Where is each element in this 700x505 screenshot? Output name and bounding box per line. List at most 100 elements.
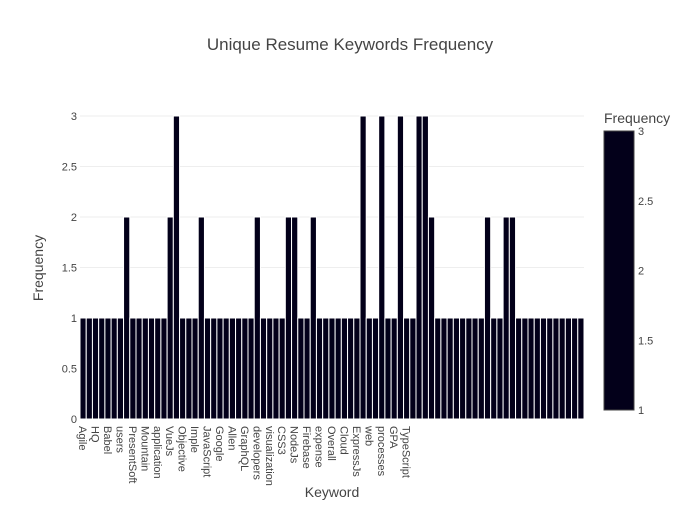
y-tick-label: 0 <box>71 414 77 426</box>
bar <box>396 115 405 420</box>
bar <box>515 317 523 420</box>
x-tick-label: application <box>151 426 163 479</box>
colorbar-tick-label: 1.5 <box>638 335 653 347</box>
x-tick-label: visualization <box>263 426 275 486</box>
bar <box>353 317 361 420</box>
bar <box>340 317 349 420</box>
bar <box>284 216 293 420</box>
bar <box>546 317 554 420</box>
y-tick-label: 2.5 <box>62 162 77 174</box>
bar <box>371 317 380 420</box>
bar <box>235 317 243 420</box>
bar <box>309 216 317 420</box>
y-tick-label: 1.5 <box>62 263 77 275</box>
bar <box>403 317 411 420</box>
bar <box>465 317 473 420</box>
x-tick-label: processes <box>375 426 387 477</box>
bar <box>98 317 106 420</box>
x-tick-label: Mountain <box>138 426 150 471</box>
bar <box>116 317 125 420</box>
bar <box>334 317 342 420</box>
bar <box>104 317 112 420</box>
bar <box>179 317 187 420</box>
bar <box>297 317 305 420</box>
bar <box>147 317 156 420</box>
bar <box>415 115 423 420</box>
bar <box>490 317 498 420</box>
bar <box>154 317 162 420</box>
bar <box>496 317 504 420</box>
bar <box>91 317 100 420</box>
bar <box>322 317 330 420</box>
y-tick-label: 1 <box>71 313 77 325</box>
bar <box>508 216 517 420</box>
x-tick-label: expense <box>313 426 325 468</box>
bar <box>577 317 585 420</box>
bar <box>378 115 386 420</box>
y-tick-label: 2 <box>71 212 77 224</box>
y-axis-ticks: 0 0.5 1 1.5 2 2.5 3 <box>62 111 77 426</box>
bar <box>365 317 373 420</box>
colorbar: Frequency 1 1.5 2 2.5 3 <box>603 110 670 417</box>
bar <box>527 317 535 420</box>
bar <box>384 317 392 420</box>
bar <box>427 216 436 420</box>
x-tick-label: developers <box>250 426 262 480</box>
colorbar-tick-label: 2 <box>638 266 644 278</box>
x-tick-label: CSS3 <box>275 426 287 455</box>
bar <box>564 317 573 420</box>
bar <box>160 317 168 420</box>
x-tick-label: Imple <box>188 426 200 453</box>
bar <box>216 317 224 420</box>
chart-title: Unique Resume Keywords Frequency <box>207 35 494 54</box>
bar <box>471 317 479 420</box>
x-tick-label: VueJs <box>163 426 175 457</box>
bar <box>539 317 548 420</box>
bar <box>452 317 461 420</box>
bars <box>79 115 585 420</box>
x-tick-label: TypeScript <box>400 426 412 478</box>
bar <box>477 317 485 420</box>
x-tick-label: Objective <box>176 426 188 472</box>
x-tick-label: web <box>362 425 374 446</box>
x-tick-label: Agile <box>76 426 88 450</box>
bar <box>459 317 467 420</box>
bar <box>347 317 355 420</box>
bar <box>123 216 131 420</box>
bar <box>85 317 93 420</box>
bar <box>521 317 529 420</box>
x-axis-title: Keyword <box>305 484 359 500</box>
x-tick-label: ExpressJs <box>350 426 362 477</box>
bar <box>502 216 510 420</box>
bar <box>390 317 398 420</box>
x-tick-label: JavaScript <box>201 426 213 477</box>
bar <box>197 216 205 420</box>
bar <box>253 216 261 420</box>
colorbar-ticks: 1 1.5 2 2.5 3 <box>638 126 653 417</box>
bar <box>291 216 299 420</box>
x-tick-label: Allen <box>225 426 237 450</box>
x-tick-label: users <box>113 426 125 453</box>
bar <box>315 317 324 420</box>
bar <box>172 115 181 420</box>
x-tick-label: Overall <box>325 426 337 461</box>
y-tick-label: 0.5 <box>62 364 77 376</box>
x-tick-label: GPA <box>387 426 399 449</box>
bar <box>228 317 237 420</box>
bar <box>303 317 311 420</box>
bar <box>129 317 137 420</box>
bar <box>241 317 249 420</box>
bar <box>110 317 118 420</box>
bar <box>210 317 218 420</box>
bar <box>558 317 566 420</box>
colorbar-tick-label: 1 <box>638 405 644 417</box>
bar <box>533 317 541 420</box>
bar <box>141 317 149 420</box>
colorbar-tick-label: 3 <box>638 126 644 138</box>
colorbar-title: Frequency <box>604 110 670 126</box>
x-tick-label: NodeJs <box>288 426 300 464</box>
x-tick-label: GraphQL <box>238 426 250 471</box>
bar <box>434 317 442 420</box>
bar <box>278 317 286 420</box>
